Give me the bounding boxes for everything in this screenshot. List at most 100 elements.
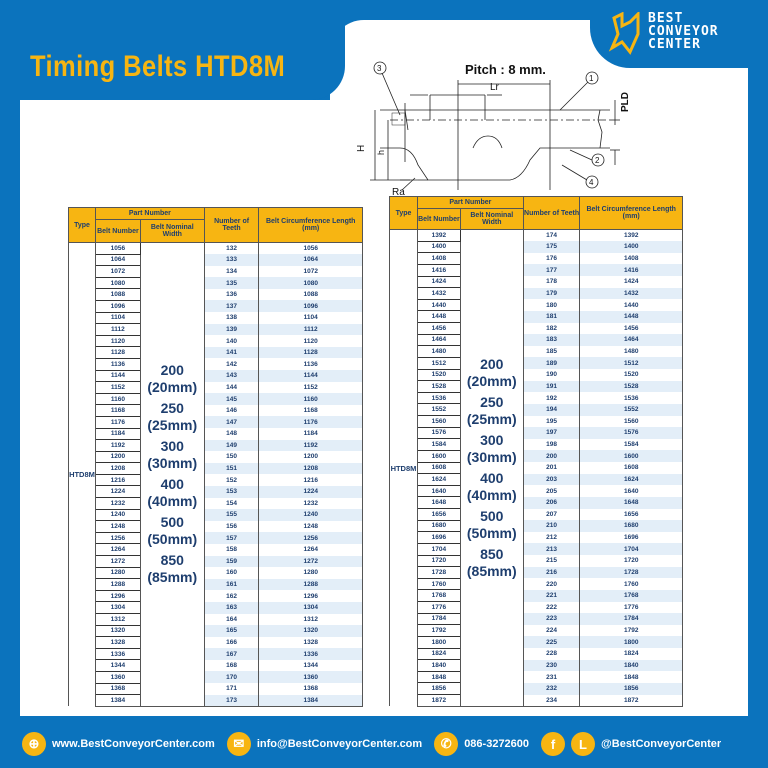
length-cell: 1224 [258, 485, 363, 498]
length-cell: 1192 [258, 439, 363, 452]
facebook-icon[interactable]: f [541, 732, 566, 756]
teeth-cell: 153 [203, 485, 260, 498]
length-cell: 1200 [258, 451, 363, 463]
width-option: (85mm) [466, 562, 517, 579]
type-cell: HTD8M [389, 229, 418, 707]
table-row: 1424 178 1424 [390, 275, 683, 289]
length-cell: 1520 [579, 369, 683, 381]
table-row: 1336 167 1336 [69, 647, 363, 661]
length-cell: 1848 [579, 671, 683, 683]
table-row: 1640 205 1640 [390, 484, 683, 498]
table-row: 1184 148 1184 [69, 427, 363, 441]
belt-number-cell: 1640 [416, 484, 461, 498]
teeth-cell: 195 [522, 415, 581, 428]
length-cell: 1240 [258, 509, 363, 521]
table-row: 1464 183 1464 [390, 333, 683, 347]
width-option: (85mm) [147, 569, 198, 586]
table-row: 1328 166 1328 [69, 636, 363, 649]
teeth-cell: 179 [522, 287, 581, 300]
teeth-cell: 170 [203, 671, 260, 684]
length-cell: 1608 [579, 462, 683, 474]
teeth-cell: 182 [522, 322, 581, 335]
length-cell: 1696 [579, 531, 683, 544]
length-cell: 1432 [579, 287, 683, 300]
table-row: 1280 160 1280 [69, 566, 363, 580]
table-row: 1856 232 1856 [390, 682, 683, 695]
length-cell: 1112 [258, 323, 363, 336]
teeth-cell: 223 [522, 613, 581, 625]
length-cell: 1160 [258, 393, 363, 405]
table-row: 1344 168 1344 [69, 659, 363, 672]
teeth-cell: 147 [203, 416, 260, 428]
table-row: 1168 146 1168 [69, 404, 363, 417]
length-cell: 1448 [579, 310, 683, 323]
teeth-cell: 158 [203, 543, 260, 556]
belt-number-cell: 1624 [416, 473, 461, 486]
teeth-cell: 143 [203, 370, 260, 382]
table-row: 1440 180 1440 [390, 298, 683, 312]
belt-number-cell: 1120 [94, 334, 141, 348]
social-handle[interactable]: @BestConveyorCenter [601, 738, 722, 750]
length-cell: 1840 [579, 659, 683, 672]
table-row: 1320 165 1320 [69, 624, 363, 638]
table-row: 1248 156 1248 [69, 520, 363, 533]
table-row: 1528 191 1528 [390, 380, 683, 393]
table-row: 1224 153 1224 [69, 485, 363, 499]
teeth-cell: 166 [203, 636, 260, 649]
teeth-cell: 167 [203, 648, 260, 660]
logo-text: CENTER [648, 37, 701, 52]
belt-number-cell: 1344 [94, 659, 141, 672]
teeth-cell: 232 [522, 682, 581, 695]
length-cell: 1872 [579, 694, 683, 707]
teeth-cell: 176 [522, 252, 581, 265]
table-row: 1600 200 1600 [390, 449, 683, 463]
teeth-cell: 136 [203, 288, 260, 301]
type-header: Type [389, 196, 418, 230]
table-row: 1080 135 1080 [69, 276, 363, 290]
line-icon[interactable]: L [571, 732, 596, 756]
length-cell: 1360 [258, 671, 363, 684]
belt-number-cell: 1072 [94, 265, 141, 278]
table-row: 1576 197 1576 [390, 426, 683, 440]
callout-2: 2 [595, 156, 600, 165]
table-row: 1720 215 1720 [390, 554, 683, 568]
table-row: 1872 234 1872 [390, 694, 683, 707]
email-link[interactable]: info@BestConveyorCenter.com [256, 738, 423, 750]
length-cell: 1536 [579, 392, 683, 404]
width-option: (25mm) [147, 417, 198, 434]
length-cell: 1760 [579, 578, 683, 590]
length-cell: 1248 [258, 520, 363, 533]
table-row: 1400 175 1400 [390, 240, 683, 254]
width-option: (30mm) [466, 448, 517, 465]
belt-number-cell: 1480 [416, 345, 461, 358]
belt-number-cell: 1136 [94, 357, 141, 371]
website-link[interactable]: www.BestConveyorCenter.com [52, 738, 215, 750]
length-cell: 1168 [258, 404, 363, 417]
belt-number-cell: 1296 [94, 589, 141, 603]
width-option: 200 [480, 355, 504, 372]
table-row: 1800 225 1800 [390, 635, 683, 649]
length-cell: 1344 [258, 659, 363, 672]
belt-number-cell: 1584 [416, 438, 461, 451]
teeth-cell: 165 [203, 625, 260, 637]
pitch-label: Pitch : 8 mm. [465, 62, 546, 77]
teeth-cell: 142 [203, 358, 260, 371]
table-row: 1680 210 1680 [390, 519, 683, 533]
type-cell: HTD8M [68, 242, 96, 707]
type-header: Type [68, 207, 96, 243]
length-cell: 1512 [579, 357, 683, 369]
part-number-header: Part Number [94, 207, 205, 220]
belt-number-cell: 1824 [416, 647, 461, 661]
length-cell: 1800 [579, 636, 683, 648]
table-row: 1368 171 1368 [69, 682, 363, 696]
phone-number[interactable]: 086-3272600 [464, 738, 530, 750]
teeth-cell: 221 [522, 589, 581, 602]
table-row: 1696 212 1696 [390, 531, 683, 544]
length-cell: 1208 [258, 462, 363, 475]
small-h-label: h [376, 150, 386, 155]
teeth-cell: 190 [522, 369, 581, 381]
table-row: 1312 164 1312 [69, 613, 363, 626]
table-row: 1160 145 1160 [69, 392, 363, 406]
teeth-cell: 168 [203, 659, 260, 672]
belt-number-cell: 1840 [416, 659, 461, 672]
